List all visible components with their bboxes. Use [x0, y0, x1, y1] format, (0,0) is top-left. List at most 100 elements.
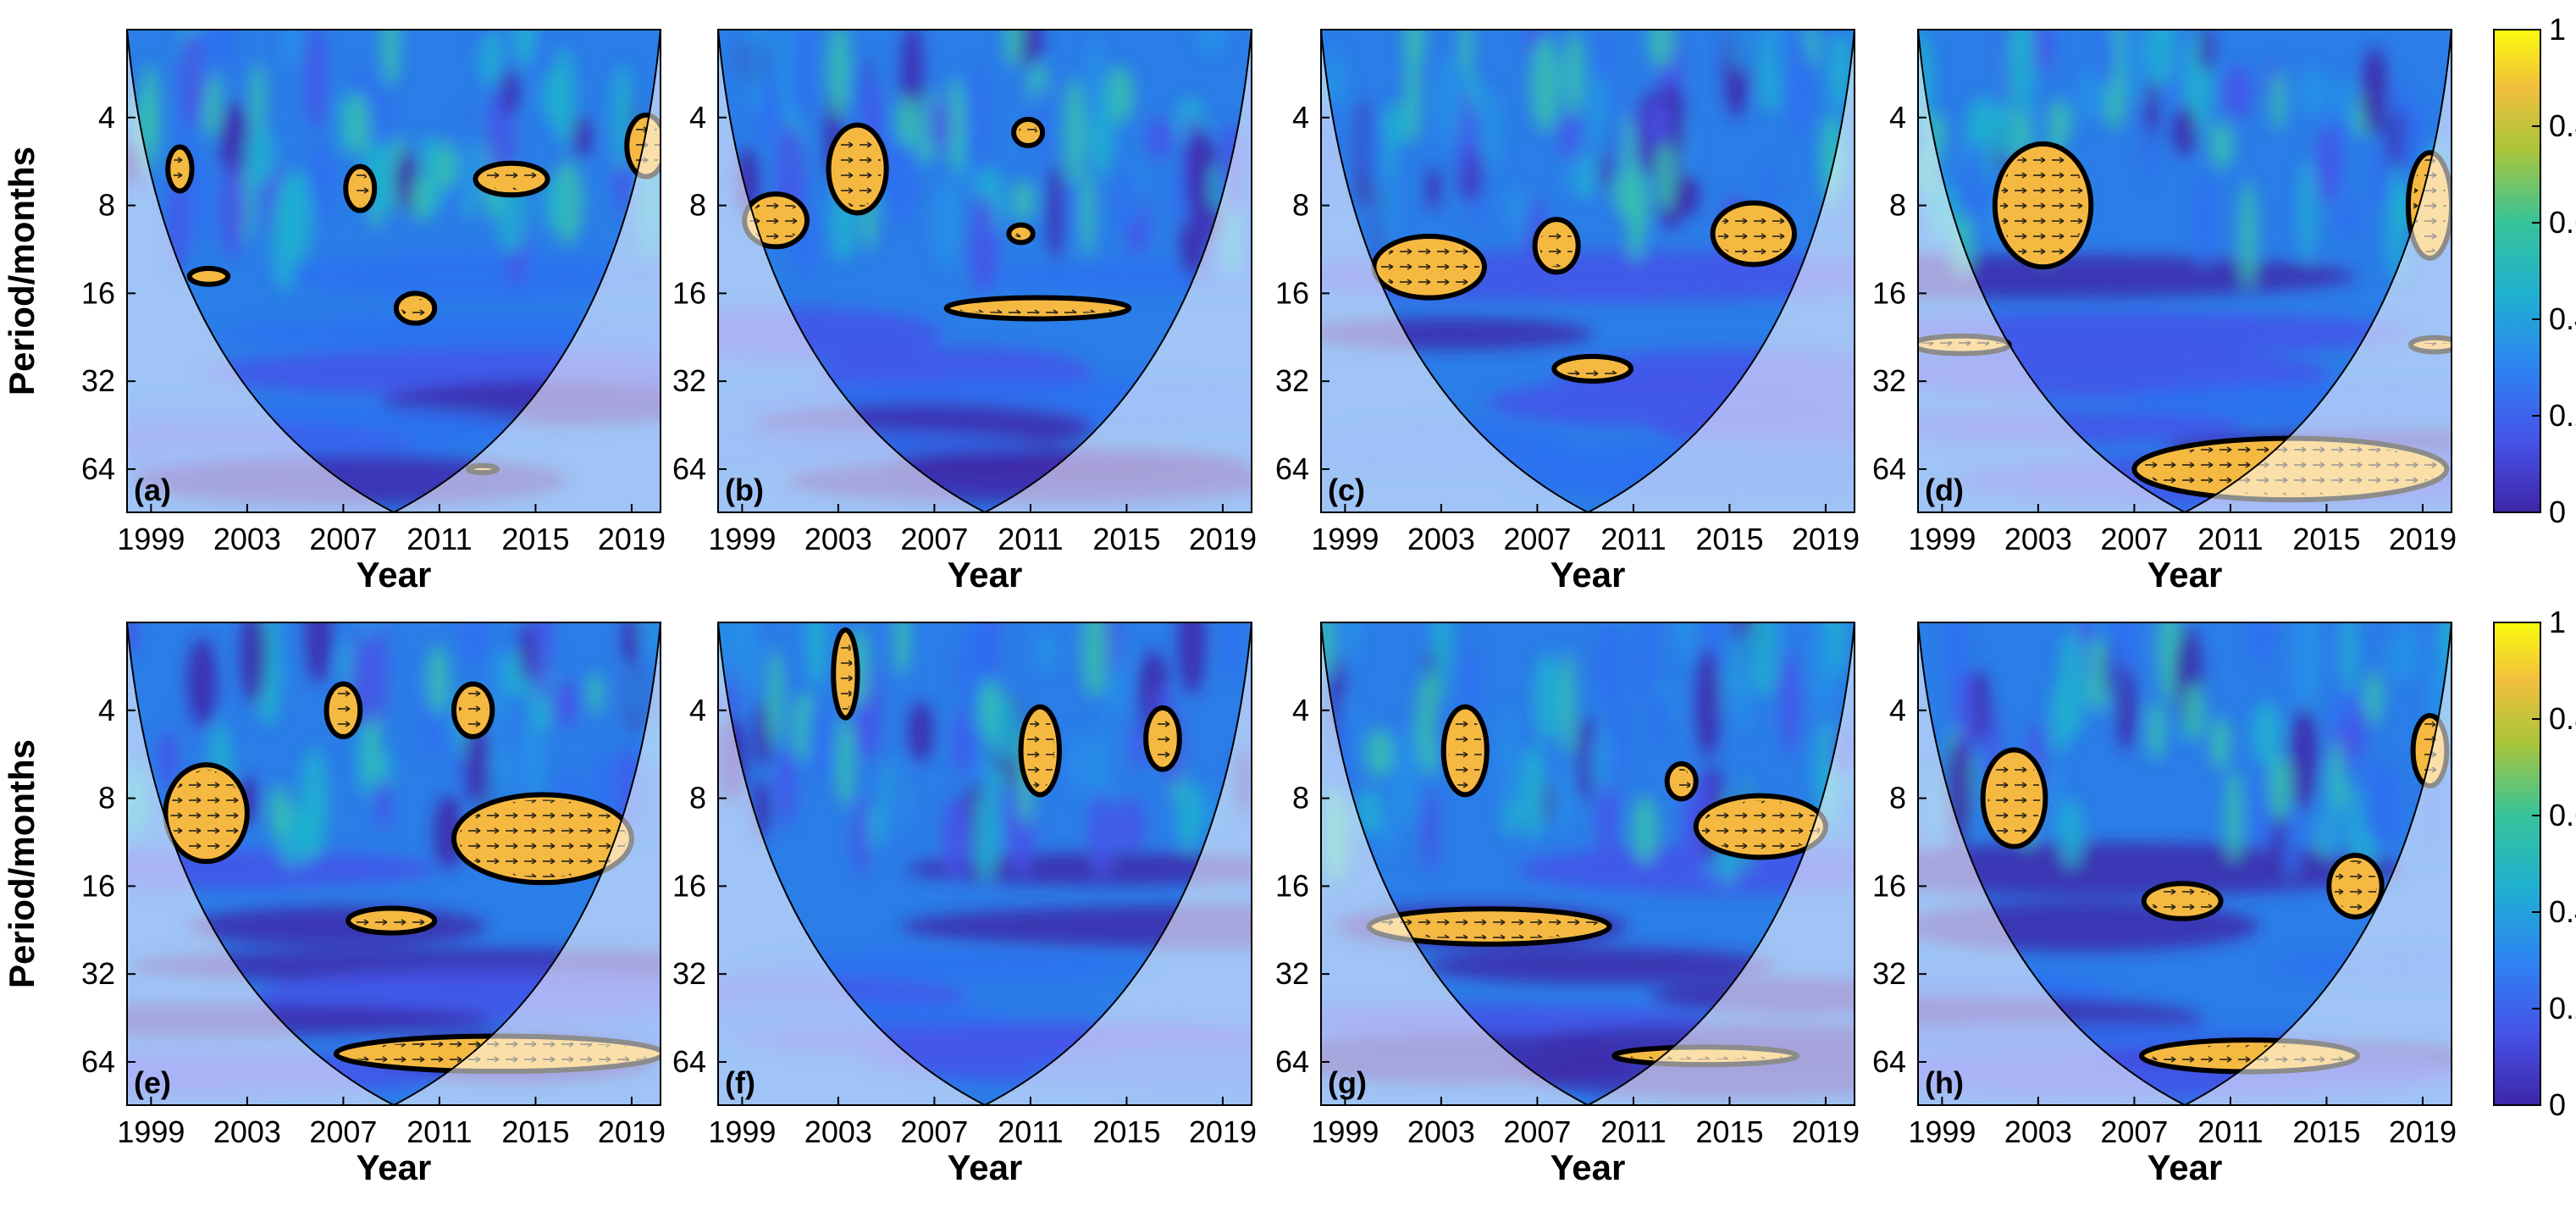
panel-d: 1999 2003 2007 2011 2015 2019 Year 4 8 16 32 64 (d) [1872, 29, 2457, 594]
x-tick-label: 1999 [1311, 522, 1379, 556]
coherence-field [718, 622, 1252, 1105]
significant-regions [742, 116, 1132, 322]
x-tick-label: 2015 [1695, 1114, 1763, 1149]
colorbar-2: 0 0.2 0.4 0.6 0.8 1 [2493, 605, 2576, 1122]
colorbar-gradient [2493, 622, 2541, 1106]
x-tick-label: 2015 [1092, 1114, 1160, 1149]
x-tick-label: 2007 [1503, 522, 1571, 556]
y-tick-label: 64 [81, 451, 115, 486]
cone-of-influence-shade [1918, 622, 2452, 1105]
panel-g: 1999 2003 2007 2011 2015 2019 Year 4 8 16 32 64 (g) [1275, 622, 1860, 1187]
colorbar-tick-label: 1 [2549, 12, 2566, 47]
axes-frame [126, 622, 661, 1106]
y-tick-label: 64 [672, 451, 706, 486]
axes-frame [126, 29, 661, 513]
x-axis-label: Year [948, 555, 1023, 594]
y-tick-label: 4 [689, 100, 706, 135]
coherence-field [1321, 30, 1855, 512]
coherence-field [1918, 622, 2452, 1105]
coherence-field [718, 30, 1252, 512]
x-tick-label: 2015 [2292, 1114, 2360, 1149]
colorbar-tick-label: 0.8 [2549, 701, 2576, 736]
colorbar-tick-label: 0.6 [2549, 205, 2576, 240]
y-tick-label: 32 [81, 956, 115, 991]
y-tick-label: 16 [1275, 275, 1309, 310]
x-tick-label: 2003 [213, 522, 281, 556]
panel-c: 1999 2003 2007 2011 2015 2019 Year 4 8 16 32 64 (c) [1275, 29, 1860, 594]
axes-frame [717, 29, 1252, 513]
x-tick-label: 2007 [900, 1114, 968, 1149]
x-tick-label: 2003 [213, 1114, 281, 1149]
y-tick-label: 16 [81, 275, 115, 310]
y-tick-label: 64 [1275, 451, 1309, 486]
colorbar-tick-label: 0.8 [2549, 108, 2576, 143]
x-tick-label: 2015 [501, 1114, 569, 1149]
y-tick-label: 8 [1292, 781, 1309, 816]
significant-regions [831, 627, 1182, 798]
x-tick-label: 2003 [1407, 522, 1475, 556]
cone-of-influence-shade [1918, 30, 2452, 512]
colorbar-tick-label: 0.2 [2549, 991, 2576, 1026]
panel-label: (c) [1328, 473, 1365, 507]
y-tick-label: 4 [1889, 100, 1906, 135]
coherence-field [1321, 622, 1855, 1105]
y-tick-label: 8 [1889, 188, 1906, 223]
x-tick-label: 1999 [117, 522, 185, 556]
cone-of-influence-line [718, 622, 1252, 1105]
y-tick-label: 4 [1889, 693, 1906, 727]
x-tick-label: 2019 [1189, 1114, 1257, 1149]
x-tick-label: 2007 [309, 522, 377, 556]
cone-of-influence-shade [718, 30, 1252, 512]
colorbar-tick-label: 0 [2549, 1087, 2566, 1122]
axes-frame [1917, 622, 2452, 1106]
colorbar-tick-label: 0.6 [2549, 798, 2576, 832]
y-tick-label: 32 [1872, 956, 1906, 991]
x-tick-label: 2003 [2004, 522, 2072, 556]
colorbar-tick-label: 0.4 [2549, 301, 2576, 336]
cone-of-influence-line [1918, 30, 2452, 512]
x-axis-label: Year [357, 1147, 432, 1187]
y-tick-label: 16 [81, 868, 115, 903]
panel-h: 1999 2003 2007 2011 2015 2019 Year 4 8 16 32 64 (h) [1872, 622, 2457, 1187]
y-tick-label: 4 [689, 693, 706, 727]
y-tick-label: 64 [672, 1044, 706, 1079]
x-tick-label: 2019 [1792, 522, 1860, 556]
cone-of-influence-shade [127, 30, 661, 512]
x-tick-label: 2019 [1189, 522, 1257, 556]
x-tick-label: 2011 [1600, 1114, 1666, 1149]
y-tick-label: 64 [1275, 1044, 1309, 1079]
significant-regions [1371, 200, 1798, 384]
y-tick-label: 16 [672, 868, 706, 903]
colorbar-tick-label: 0.4 [2549, 894, 2576, 929]
x-tick-label: 2003 [1407, 1114, 1475, 1149]
x-tick-label: 2011 [2197, 522, 2263, 556]
y-tick-label: 32 [672, 956, 706, 991]
x-axis-label: Year [1551, 1147, 1626, 1187]
x-tick-label: 2011 [2197, 1114, 2263, 1149]
y-tick-label: 4 [98, 100, 115, 135]
x-axis-label: Year [357, 555, 432, 594]
cone-of-influence-line [1321, 30, 1855, 512]
cone-of-influence-line [1918, 622, 2452, 1105]
axes-frame [1320, 29, 1855, 513]
x-tick-label: 1999 [1311, 1114, 1379, 1149]
y-tick-label: 8 [689, 188, 706, 223]
y-tick-label: 16 [1275, 868, 1309, 903]
cone-of-influence-line [718, 30, 1252, 512]
axes-frame [717, 622, 1252, 1106]
y-tick-label: 64 [81, 1044, 115, 1079]
y-tick-label: 8 [1889, 781, 1906, 816]
colorbar-tick-label: 0 [2549, 495, 2566, 529]
x-tick-label: 2011 [406, 522, 472, 556]
x-axis-label: Year [2148, 555, 2223, 594]
y-tick-label: 64 [1872, 451, 1906, 486]
y-tick-label: 64 [1872, 1044, 1906, 1079]
x-tick-label: 1999 [708, 522, 776, 556]
x-tick-label: 2019 [2389, 522, 2457, 556]
cone-of-influence-line [127, 30, 661, 512]
x-tick-label: 2007 [1503, 1114, 1571, 1149]
y-tick-label: 4 [1292, 100, 1309, 135]
axes-frame [1320, 622, 1855, 1106]
x-tick-label: 1999 [117, 1114, 185, 1149]
x-tick-label: 2007 [2100, 522, 2168, 556]
